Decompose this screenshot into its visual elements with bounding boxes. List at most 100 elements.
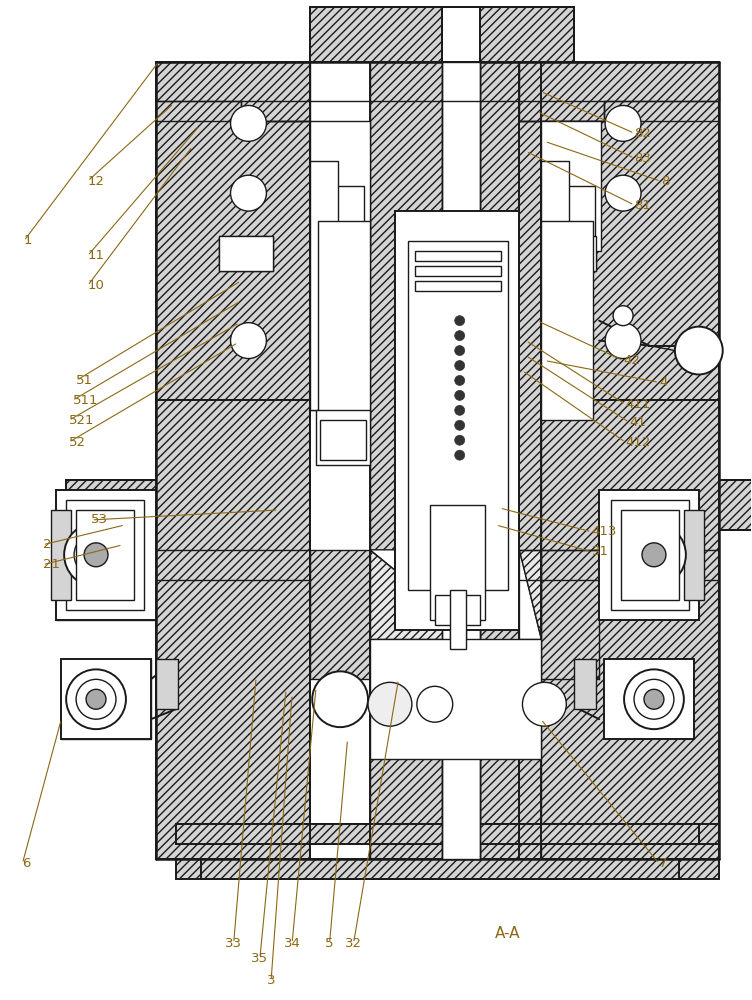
Text: 511: 511 xyxy=(72,394,98,407)
Polygon shape xyxy=(441,7,480,62)
Circle shape xyxy=(312,671,368,727)
Bar xyxy=(370,639,541,759)
Polygon shape xyxy=(520,550,541,639)
Text: A-A: A-A xyxy=(494,926,520,941)
Circle shape xyxy=(605,175,641,211)
Text: 32: 32 xyxy=(345,937,362,950)
Bar xyxy=(317,410,370,465)
Circle shape xyxy=(605,105,641,141)
Circle shape xyxy=(74,533,118,577)
Bar xyxy=(76,510,134,600)
Circle shape xyxy=(455,405,465,415)
Polygon shape xyxy=(370,550,480,639)
Text: 34: 34 xyxy=(284,937,301,950)
Circle shape xyxy=(455,346,465,356)
Text: 42: 42 xyxy=(623,354,640,367)
Text: 10: 10 xyxy=(87,279,105,292)
Bar xyxy=(415,266,501,276)
Bar xyxy=(318,221,370,420)
Bar xyxy=(547,186,595,241)
Circle shape xyxy=(455,450,465,460)
Circle shape xyxy=(455,361,465,370)
Bar xyxy=(684,510,704,600)
Polygon shape xyxy=(176,824,719,844)
Bar xyxy=(311,121,370,251)
Circle shape xyxy=(455,435,465,445)
Polygon shape xyxy=(311,550,370,679)
Bar xyxy=(320,420,366,460)
Text: 521: 521 xyxy=(69,414,94,427)
Polygon shape xyxy=(201,859,679,879)
Circle shape xyxy=(622,523,686,587)
Circle shape xyxy=(231,175,266,211)
Bar xyxy=(219,236,274,271)
Polygon shape xyxy=(176,859,719,879)
Bar xyxy=(415,281,501,291)
Text: 11: 11 xyxy=(87,249,105,262)
Text: 8: 8 xyxy=(661,175,669,188)
Polygon shape xyxy=(219,236,274,271)
Bar xyxy=(430,505,484,620)
Circle shape xyxy=(86,689,106,709)
Circle shape xyxy=(76,679,116,719)
Text: 53: 53 xyxy=(91,513,108,526)
Circle shape xyxy=(644,689,664,709)
Circle shape xyxy=(66,669,126,729)
Bar xyxy=(415,251,501,261)
Polygon shape xyxy=(370,550,480,639)
Circle shape xyxy=(368,682,412,726)
Text: 35: 35 xyxy=(251,952,268,965)
Polygon shape xyxy=(61,659,151,739)
Bar xyxy=(61,659,151,739)
Text: 411: 411 xyxy=(626,398,651,411)
Text: 413: 413 xyxy=(592,525,617,538)
Text: 51: 51 xyxy=(76,374,93,387)
Text: 412: 412 xyxy=(626,436,651,449)
Circle shape xyxy=(417,686,453,722)
Text: 4: 4 xyxy=(660,376,668,389)
Text: 33: 33 xyxy=(225,937,242,950)
Circle shape xyxy=(523,682,566,726)
Bar xyxy=(541,121,601,251)
Bar xyxy=(156,659,177,709)
Circle shape xyxy=(455,390,465,400)
Circle shape xyxy=(675,327,723,374)
Polygon shape xyxy=(66,480,156,530)
Circle shape xyxy=(455,331,465,341)
Bar xyxy=(621,510,679,600)
Polygon shape xyxy=(370,62,441,859)
Text: 21: 21 xyxy=(43,558,59,571)
Bar xyxy=(450,590,465,649)
Bar xyxy=(541,161,569,410)
Circle shape xyxy=(455,420,465,430)
Circle shape xyxy=(624,669,684,729)
Circle shape xyxy=(64,523,128,587)
Bar xyxy=(441,62,480,859)
Polygon shape xyxy=(541,236,596,271)
Bar xyxy=(66,500,144,610)
Text: 2: 2 xyxy=(43,538,51,551)
Polygon shape xyxy=(480,62,541,859)
Bar xyxy=(51,510,71,600)
Circle shape xyxy=(605,323,641,359)
Circle shape xyxy=(613,306,633,326)
Polygon shape xyxy=(176,824,699,844)
Circle shape xyxy=(634,679,674,719)
Bar xyxy=(435,595,480,625)
Text: 41: 41 xyxy=(629,416,646,429)
Bar xyxy=(575,659,596,709)
Bar xyxy=(311,161,338,410)
Bar xyxy=(599,490,699,620)
Text: 81: 81 xyxy=(635,199,651,212)
Bar xyxy=(541,221,593,420)
Text: 12: 12 xyxy=(87,175,105,188)
Bar xyxy=(56,490,156,620)
Circle shape xyxy=(84,543,108,567)
Text: 83: 83 xyxy=(635,152,651,165)
Text: 3: 3 xyxy=(267,974,275,987)
Text: 5: 5 xyxy=(326,937,334,950)
Polygon shape xyxy=(520,62,719,400)
Circle shape xyxy=(632,533,676,577)
Polygon shape xyxy=(311,7,441,62)
Text: 52: 52 xyxy=(69,436,86,449)
